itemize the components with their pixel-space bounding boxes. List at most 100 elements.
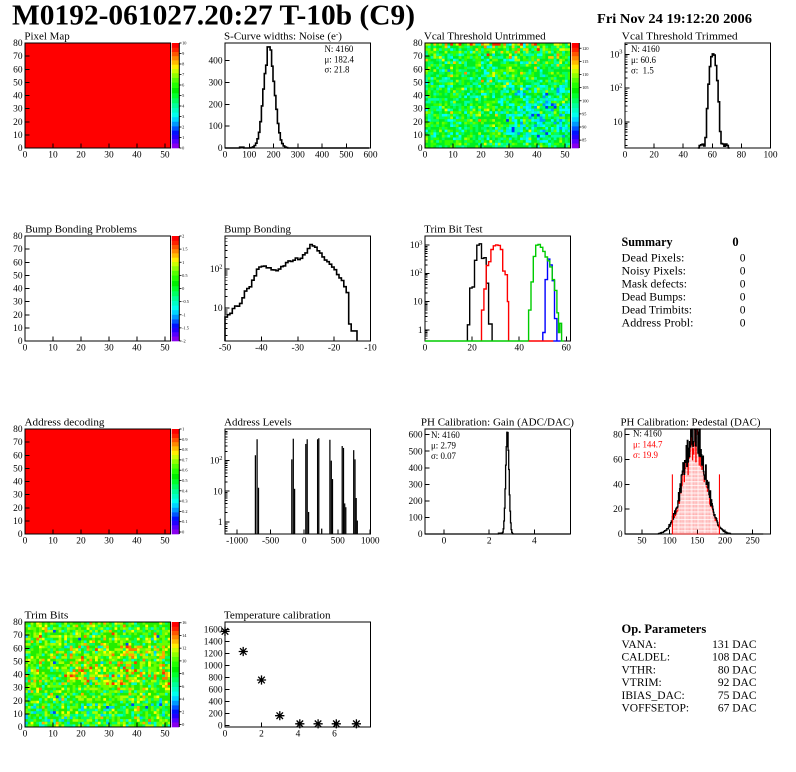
svg-text:40: 40: [413, 92, 423, 102]
svg-text:50: 50: [13, 464, 23, 474]
svg-text:μ: 2.79: μ: 2.79: [431, 441, 457, 451]
svg-text:500: 500: [408, 447, 422, 457]
svg-text:0: 0: [740, 266, 746, 278]
svg-text:7: 7: [182, 72, 185, 77]
svg-text:20: 20: [76, 344, 86, 354]
svg-text:6: 6: [182, 684, 185, 689]
svg-text:0: 0: [23, 537, 28, 547]
svg-text:30: 30: [104, 537, 114, 547]
svg-text:0: 0: [23, 151, 28, 161]
svg-text:VOFFSETOP:: VOFFSETOP:: [622, 703, 690, 715]
svg-text:400: 400: [315, 151, 329, 161]
svg-text:Trim Bits: Trim Bits: [25, 609, 69, 621]
svg-text:Summary: Summary: [622, 235, 674, 249]
svg-text:12: 12: [182, 646, 186, 651]
svg-text:50: 50: [160, 151, 170, 161]
svg-text:102: 102: [210, 455, 223, 467]
svg-text:-500: -500: [262, 537, 279, 547]
svg-text:115: 115: [582, 59, 588, 64]
svg-text:10: 10: [13, 131, 23, 141]
svg-text:95: 95: [582, 111, 586, 116]
svg-text:0.1: 0.1: [182, 519, 187, 524]
svg-text:50: 50: [160, 537, 170, 547]
svg-text:1.5: 1.5: [182, 247, 187, 252]
svg-text:0: 0: [740, 305, 746, 317]
svg-text:VTHR:: VTHR:: [622, 664, 657, 676]
svg-text:400: 400: [408, 464, 422, 474]
svg-text:1: 1: [182, 260, 184, 265]
svg-text:Noisy Pixels:: Noisy Pixels:: [622, 266, 687, 278]
svg-text:Trim Bit Test: Trim Bit Test: [424, 223, 482, 235]
svg-text:0: 0: [182, 530, 184, 535]
svg-text:μ: 182.4: μ: 182.4: [325, 55, 355, 65]
svg-text:80 DAC: 80 DAC: [718, 664, 757, 676]
svg-text:Address Levels: Address Levels: [224, 416, 291, 428]
svg-text:100: 100: [208, 122, 222, 132]
svg-text:6: 6: [182, 83, 185, 88]
svg-text:600: 600: [208, 686, 222, 696]
svg-text:Address Probl:: Address Probl:: [622, 318, 694, 330]
svg-text:Vcal Threshold Trimmed: Vcal Threshold Trimmed: [622, 30, 739, 42]
svg-text:0: 0: [218, 144, 223, 154]
svg-text:30: 30: [13, 105, 23, 115]
svg-text:80: 80: [737, 151, 747, 161]
svg-text:0: 0: [423, 151, 428, 161]
svg-text:80: 80: [13, 618, 23, 628]
svg-text:50: 50: [13, 271, 23, 281]
svg-text:20: 20: [76, 151, 86, 161]
svg-text:102: 102: [210, 263, 223, 275]
svg-text:70: 70: [413, 52, 423, 62]
svg-text:20: 20: [13, 311, 23, 321]
svg-text:0: 0: [18, 723, 23, 733]
svg-text:30: 30: [504, 151, 514, 161]
svg-text:-2: -2: [182, 339, 186, 344]
svg-text:1: 1: [418, 326, 423, 336]
svg-text:103: 103: [610, 49, 623, 61]
svg-text:Pixel Map: Pixel Map: [24, 30, 69, 42]
svg-text:50: 50: [13, 78, 23, 88]
svg-text:80: 80: [13, 39, 23, 49]
svg-text:100: 100: [242, 151, 256, 161]
svg-text:60: 60: [413, 65, 423, 75]
svg-text:10: 10: [182, 41, 186, 46]
svg-text:600: 600: [363, 151, 377, 161]
svg-text:40: 40: [132, 344, 142, 354]
svg-text:10: 10: [213, 487, 223, 497]
svg-text:40: 40: [613, 480, 623, 490]
svg-text:1: 1: [182, 135, 184, 140]
svg-text:1: 1: [218, 518, 223, 528]
svg-text:120: 120: [582, 46, 588, 51]
svg-text:100: 100: [582, 98, 588, 103]
svg-text:0: 0: [740, 253, 746, 265]
svg-text:131 DAC: 131 DAC: [712, 639, 757, 651]
svg-text:Mask defects:: Mask defects:: [622, 279, 688, 291]
svg-text:4: 4: [182, 104, 185, 109]
svg-text:20: 20: [76, 537, 86, 547]
svg-text:Temperature calibration: Temperature calibration: [224, 609, 331, 621]
svg-text:70: 70: [13, 631, 23, 641]
svg-text:500: 500: [339, 151, 353, 161]
svg-text:40: 40: [13, 92, 23, 102]
svg-text:0: 0: [442, 537, 447, 547]
svg-text:0: 0: [18, 337, 23, 347]
svg-text:10: 10: [448, 151, 458, 161]
svg-text:14: 14: [182, 633, 187, 638]
svg-text:105: 105: [582, 85, 588, 90]
svg-text:VTRIM:: VTRIM:: [622, 677, 662, 689]
svg-text:60: 60: [13, 451, 23, 461]
svg-text:50: 50: [413, 78, 423, 88]
svg-text:1000: 1000: [361, 537, 380, 547]
svg-text:20: 20: [649, 151, 659, 161]
svg-text:0.7: 0.7: [182, 457, 188, 462]
svg-text:20: 20: [13, 118, 23, 128]
svg-text:σ: 1.5: σ: 1.5: [631, 66, 654, 76]
svg-text:60: 60: [613, 456, 623, 466]
svg-text:10: 10: [13, 710, 23, 720]
svg-text:100: 100: [663, 537, 677, 547]
svg-text:16: 16: [182, 620, 187, 625]
svg-text:80: 80: [613, 431, 623, 441]
svg-text:90: 90: [582, 125, 586, 130]
svg-text:70: 70: [13, 438, 23, 448]
svg-text:CALDEL:: CALDEL:: [622, 652, 671, 664]
svg-text:50: 50: [560, 151, 570, 161]
